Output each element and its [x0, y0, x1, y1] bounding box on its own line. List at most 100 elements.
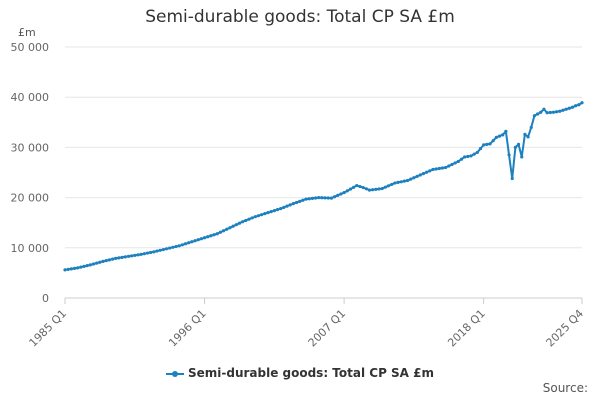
data-point [142, 252, 146, 256]
data-point [472, 152, 476, 156]
data-point [507, 153, 511, 157]
data-point [76, 266, 80, 270]
data-point [145, 251, 150, 255]
data-point [488, 142, 492, 146]
data-point [244, 218, 248, 223]
data-point [545, 111, 549, 115]
data-point [107, 258, 111, 262]
data-point [218, 230, 223, 234]
data-point [501, 133, 505, 137]
data-point [386, 184, 391, 188]
data-point [529, 125, 533, 129]
data-point [206, 235, 210, 239]
data-point [339, 192, 343, 196]
data-point [551, 110, 556, 114]
data-point [161, 247, 165, 252]
data-point [336, 193, 340, 197]
data-point [95, 261, 99, 265]
data-point [516, 142, 521, 146]
data-point [180, 243, 184, 247]
data-point [469, 154, 473, 158]
data-point [174, 244, 178, 249]
data-point [272, 209, 276, 213]
data-point [561, 108, 565, 112]
data-point [380, 186, 384, 191]
data-point [209, 234, 213, 238]
chart-title: Semi-durable goods: Total CP SA £m [145, 7, 455, 27]
data-point [85, 264, 89, 268]
data-point [361, 185, 365, 190]
data-point [532, 114, 537, 118]
data-point [187, 241, 191, 245]
source-label: Source: [542, 381, 588, 395]
data-point [415, 174, 419, 178]
data-point [564, 107, 568, 111]
data-point [231, 224, 235, 228]
data-point [431, 167, 435, 172]
series-layer [63, 101, 584, 272]
data-point [117, 256, 121, 260]
y-tick-label: 0 [42, 292, 49, 305]
data-point [183, 242, 188, 246]
data-point [177, 244, 181, 248]
data-point [88, 263, 92, 267]
data-point [158, 248, 162, 252]
data-point [459, 157, 464, 161]
data-point [475, 150, 479, 155]
y-tick-label: 20 000 [11, 192, 50, 205]
data-point [463, 155, 467, 159]
data-point [168, 246, 172, 250]
data-point [237, 221, 242, 225]
data-point [456, 159, 460, 164]
data-point [190, 240, 194, 244]
data-point [126, 254, 131, 258]
data-point [130, 254, 134, 258]
data-point [402, 179, 406, 183]
data-point [570, 105, 575, 109]
data-point [523, 132, 527, 136]
data-point [282, 205, 286, 209]
data-point [263, 212, 267, 216]
data-point [329, 196, 334, 200]
data-point [323, 196, 327, 200]
data-point [193, 239, 197, 243]
legend[interactable]: Semi-durable goods: Total CP SA £m [0, 366, 600, 380]
data-point [399, 180, 403, 184]
data-point [520, 155, 524, 159]
data-point [114, 256, 118, 260]
x-tick-label: 1985 Q1 [27, 307, 70, 350]
data-point [294, 200, 299, 205]
data-point [424, 170, 429, 174]
data-point [355, 183, 359, 188]
data-point [542, 107, 546, 111]
series-line [64, 101, 583, 271]
data-point [260, 213, 264, 217]
data-point [212, 233, 216, 237]
data-point [123, 255, 127, 259]
data-point [494, 135, 498, 139]
data-point [418, 173, 422, 177]
data-point [574, 104, 578, 108]
data-point [580, 101, 584, 105]
data-point [377, 187, 381, 191]
data-point [82, 264, 86, 268]
data-point [152, 250, 156, 254]
data-point [98, 260, 102, 264]
x-tick-label: 2018 Q1 [445, 307, 488, 350]
data-point [199, 237, 203, 241]
data-point [288, 203, 292, 207]
data-point [374, 187, 378, 191]
data-point [482, 143, 486, 147]
x-tick-label: 1996 Q1 [166, 307, 209, 350]
data-point [66, 267, 70, 271]
y-tick-label: 30 000 [11, 141, 50, 154]
data-point [504, 129, 508, 133]
y-axis-ticks: 0 10 000 20 000 30 000 40 000 50 000 [11, 41, 50, 305]
data-point [320, 196, 324, 200]
data-point [333, 195, 337, 199]
data-point [440, 166, 445, 170]
data-point [412, 176, 416, 180]
data-point [247, 217, 251, 221]
data-point [79, 265, 83, 269]
data-point [120, 255, 124, 259]
